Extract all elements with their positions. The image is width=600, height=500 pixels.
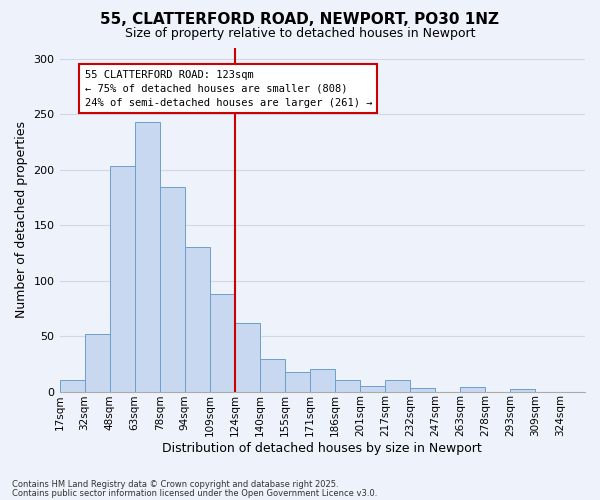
X-axis label: Distribution of detached houses by size in Newport: Distribution of detached houses by size …	[163, 442, 482, 455]
Bar	[260, 360, 285, 392]
Bar	[310, 370, 335, 392]
Text: Size of property relative to detached houses in Newport: Size of property relative to detached ho…	[125, 28, 475, 40]
Text: Contains public sector information licensed under the Open Government Licence v3: Contains public sector information licen…	[12, 489, 377, 498]
Bar	[160, 188, 185, 392]
Bar	[59, 380, 85, 392]
Bar	[335, 380, 360, 392]
Bar	[85, 334, 110, 392]
Bar	[110, 166, 134, 392]
Bar	[134, 122, 160, 392]
Bar	[385, 380, 410, 392]
Text: Contains HM Land Registry data © Crown copyright and database right 2025.: Contains HM Land Registry data © Crown c…	[12, 480, 338, 489]
Bar	[285, 372, 310, 392]
Bar	[185, 248, 209, 392]
Bar	[209, 294, 235, 392]
Bar	[410, 388, 435, 392]
Bar	[360, 386, 385, 392]
Bar	[510, 390, 535, 392]
Text: 55, CLATTERFORD ROAD, NEWPORT, PO30 1NZ: 55, CLATTERFORD ROAD, NEWPORT, PO30 1NZ	[101, 12, 499, 28]
Text: 55 CLATTERFORD ROAD: 123sqm
← 75% of detached houses are smaller (808)
24% of se: 55 CLATTERFORD ROAD: 123sqm ← 75% of det…	[85, 70, 372, 108]
Bar	[235, 322, 260, 392]
Bar	[460, 387, 485, 392]
Y-axis label: Number of detached properties: Number of detached properties	[15, 121, 28, 318]
